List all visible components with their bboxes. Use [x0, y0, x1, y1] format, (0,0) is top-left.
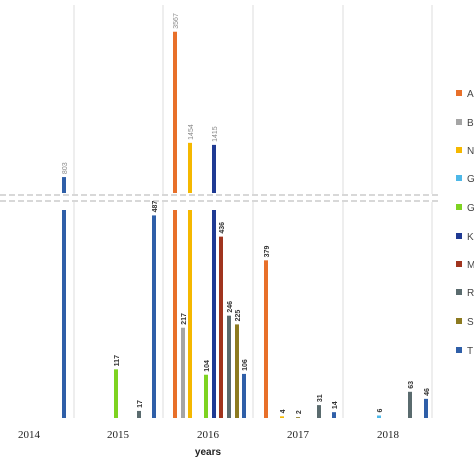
legend-label: M: [467, 260, 474, 271]
x-tick-label-2015: 2015: [107, 429, 130, 441]
bar-a-2017: [264, 260, 268, 418]
data-label: 117: [114, 355, 121, 366]
bar-n-2016-lower: [188, 210, 192, 418]
data-label: 106: [242, 359, 249, 371]
x-tick-label-2014: 2014: [18, 429, 41, 441]
data-label: 6: [377, 409, 384, 413]
bar-t-2014-lower: [62, 210, 66, 418]
bar-g-2015: [114, 369, 118, 418]
legend-swatch-n: [456, 147, 462, 153]
data-label: 2: [296, 410, 303, 414]
bar-m-2016: [219, 236, 223, 418]
bar-n-2017: [280, 416, 284, 418]
data-labels-group: 8031171748735672171454104141543624622510…: [62, 13, 431, 414]
bar-n-2016-upper: [188, 142, 192, 193]
legend-swatch-b: [456, 119, 462, 125]
data-label: 436: [219, 222, 226, 234]
data-label: 31: [317, 394, 324, 402]
bar-t-2018: [424, 398, 428, 418]
data-label: 1454: [188, 124, 195, 140]
legend-swatch-k: [456, 233, 462, 239]
bar-s-2016: [235, 324, 239, 418]
data-label: 46: [424, 388, 431, 396]
x-tick-label-2016: 2016: [197, 429, 220, 441]
data-label: 104: [204, 360, 211, 372]
data-label: 4: [280, 409, 287, 413]
bar-k-2016-lower: [212, 210, 216, 418]
legend-label: K: [467, 232, 474, 243]
bar-a-2016-lower: [173, 210, 177, 418]
legend-label: S: [467, 317, 474, 328]
x-axis-title: years: [195, 447, 222, 458]
bar-a-2016-upper: [173, 31, 177, 193]
legend-swatch-s: [456, 318, 462, 324]
data-label: 17: [137, 400, 144, 408]
bars-group: [62, 31, 428, 418]
data-label: 487: [152, 201, 159, 213]
x-tick-label-2017: 2017: [287, 429, 310, 441]
legend-swatch-g: [456, 204, 462, 210]
axis-break-lines: [0, 194, 440, 202]
data-label: 803: [62, 162, 69, 174]
legend-label: G: [467, 203, 474, 214]
legend-label: R: [467, 288, 474, 299]
legend-swatch-t: [456, 347, 462, 353]
bar-r-2018: [408, 391, 412, 418]
legend-swatch-m: [456, 261, 462, 267]
bar-r-2016: [227, 315, 231, 418]
bar-r-2017: [317, 405, 321, 418]
data-label: 379: [264, 246, 271, 258]
bar-b-2016: [181, 327, 185, 418]
x-tick-labels: 2014 2015 2016 2017 2018: [18, 429, 400, 441]
bar-r-2015: [137, 410, 141, 418]
bar-t-2017: [332, 412, 336, 418]
bar-s-2017: [296, 417, 300, 418]
bar-k-2016-upper: [212, 144, 216, 193]
bar-t-2014-upper: [62, 177, 66, 193]
data-label: 63: [408, 381, 415, 389]
data-label: 1415: [212, 126, 219, 142]
data-label: 225: [235, 310, 242, 322]
legend-label: N: [467, 146, 474, 157]
bar-g-2018: [377, 415, 381, 418]
x-tick-label-2018: 2018: [377, 429, 400, 441]
legend-label: G: [467, 174, 474, 185]
grid-lines: [73, 5, 433, 418]
legend-label: A: [467, 89, 474, 100]
legend-swatch-a: [456, 90, 462, 96]
bar-t-2015: [152, 215, 156, 418]
data-label: 246: [227, 301, 234, 313]
data-label: 14: [332, 401, 339, 409]
legend-swatch-g: [456, 175, 462, 181]
data-label: 3567: [173, 13, 180, 29]
legend-swatch-r: [456, 289, 462, 295]
legend-label: B: [467, 118, 474, 129]
bar-t-2016: [242, 373, 246, 418]
legend: A B N G G K M R S T: [456, 89, 474, 357]
bar-g-2016: [204, 374, 208, 418]
legend-label: T: [467, 346, 473, 357]
data-label: 217: [181, 313, 188, 325]
